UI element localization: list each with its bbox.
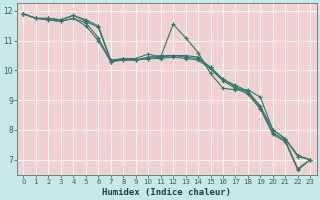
X-axis label: Humidex (Indice chaleur): Humidex (Indice chaleur): [102, 188, 231, 197]
